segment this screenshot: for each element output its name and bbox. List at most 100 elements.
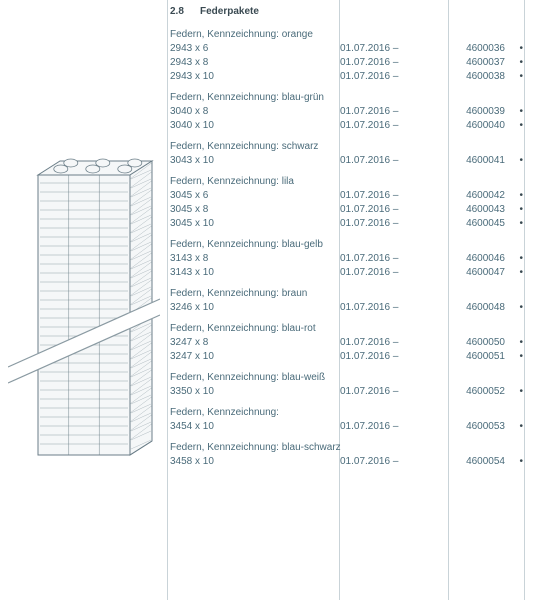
spec-group: Federn, Kennzeichnung: blau-schwarz 3458 … <box>170 442 535 469</box>
group-title: Federn, Kennzeichnung: blau-schwarz <box>170 442 535 453</box>
spec-dimensions: 3043 x 10 <box>170 154 340 168</box>
section-header: 2.8 Federpakete <box>170 4 535 21</box>
spec-dimensions: 3143 x 10 <box>170 266 340 280</box>
spec-date: 01.07.2016 – <box>340 217 450 231</box>
spec-row: 3040 x 801.07.2016 –4600039• <box>170 105 535 119</box>
group-title: Federn, Kennzeichnung: lila <box>170 176 535 187</box>
spec-group: Federn, Kennzeichnung: blau-weiß3350 x 1… <box>170 372 535 399</box>
spec-group: Federn, Kennzeichnung: blau-rot 3247 x 80… <box>170 323 535 364</box>
spec-row: 3045 x 801.07.2016 –4600043• <box>170 203 535 217</box>
column-divider <box>167 0 168 600</box>
part-number: 4600040 <box>450 119 505 133</box>
spec-dimensions: 3454 x 10 <box>170 420 340 434</box>
bullet-marker: • <box>505 217 523 231</box>
spec-date: 01.07.2016 – <box>340 266 450 280</box>
content-area: 2.8 Federpakete Federn, Kennzeichnung: o… <box>170 4 535 469</box>
group-title: Federn, Kennzeichnung: orange <box>170 29 535 40</box>
bullet-marker: • <box>505 336 523 350</box>
part-number: 4600036 <box>450 42 505 56</box>
part-number: 4600050 <box>450 336 505 350</box>
group-title: Federn, Kennzeichnung: blau-gelb <box>170 239 535 250</box>
bullet-marker: • <box>505 350 523 364</box>
spec-group: Federn, Kennzeichnung: 3454 x 1001.07.201… <box>170 407 535 434</box>
part-number: 4600051 <box>450 350 505 364</box>
bullet-marker: • <box>505 266 523 280</box>
bullet-marker: • <box>505 42 523 56</box>
spec-dimensions: 3143 x 8 <box>170 252 340 266</box>
bullet-marker: • <box>505 119 523 133</box>
spec-row: 3043 x 1001.07.2016 –4600041• <box>170 154 535 168</box>
bullet-marker: • <box>505 105 523 119</box>
spec-row: 3040 x 1001.07.2016 –4600040• <box>170 119 535 133</box>
spec-row: 3143 x 801.07.2016 –4600046• <box>170 252 535 266</box>
spec-row: 3246 x 1001.07.2016 –4600048• <box>170 301 535 315</box>
spec-date: 01.07.2016 – <box>340 119 450 133</box>
spec-dimensions: 2943 x 6 <box>170 42 340 56</box>
spec-dimensions: 2943 x 8 <box>170 56 340 70</box>
spec-dimensions: 3045 x 8 <box>170 203 340 217</box>
bullet-marker: • <box>505 70 523 84</box>
spec-dimensions: 3458 x 10 <box>170 455 340 469</box>
spec-row: 3247 x 801.07.2016 –4600050• <box>170 336 535 350</box>
spec-dimensions: 3040 x 8 <box>170 105 340 119</box>
section-number: 2.8 <box>170 6 200 17</box>
product-illustration <box>8 155 160 495</box>
group-title: Federn, Kennzeichnung: braun <box>170 288 535 299</box>
spec-dimensions: 3247 x 8 <box>170 336 340 350</box>
part-number: 4600052 <box>450 385 505 399</box>
section-title: Federpakete <box>200 6 259 17</box>
spec-date: 01.07.2016 – <box>340 301 450 315</box>
spec-date: 01.07.2016 – <box>340 42 450 56</box>
spec-date: 01.07.2016 – <box>340 70 450 84</box>
spec-group: Federn, Kennzeichnung: blau-grün 3040 x 8… <box>170 92 535 133</box>
group-title: Federn, Kennzeichnung: schwarz <box>170 141 535 152</box>
spec-row: 3045 x 1001.07.2016 –4600045• <box>170 217 535 231</box>
part-number: 4600038 <box>450 70 505 84</box>
group-title: Federn, Kennzeichnung: <box>170 407 535 418</box>
part-number: 4600053 <box>450 420 505 434</box>
spec-row: 3045 x 601.07.2016 –4600042• <box>170 189 535 203</box>
bullet-marker: • <box>505 420 523 434</box>
spec-date: 01.07.2016 – <box>340 336 450 350</box>
part-number: 4600045 <box>450 217 505 231</box>
spec-dimensions: 3045 x 10 <box>170 217 340 231</box>
group-title: Federn, Kennzeichnung: blau-grün <box>170 92 535 103</box>
spec-dimensions: 3247 x 10 <box>170 350 340 364</box>
page: 2.8 Federpakete Federn, Kennzeichnung: o… <box>0 0 543 600</box>
part-number: 4600046 <box>450 252 505 266</box>
group-title: Federn, Kennzeichnung: blau-rot <box>170 323 535 334</box>
part-number: 4600041 <box>450 154 505 168</box>
spec-date: 01.07.2016 – <box>340 455 450 469</box>
spec-group: Federn, Kennzeichnung: orange 2943 x 601.… <box>170 29 535 84</box>
spec-group: Federn, Kennzeichnung: schwarz 3043 x 100… <box>170 141 535 168</box>
bullet-marker: • <box>505 252 523 266</box>
bullet-marker: • <box>505 189 523 203</box>
spec-group: Federn, Kennzeichnung: blau-gelb 3143 x 8… <box>170 239 535 280</box>
spec-date: 01.07.2016 – <box>340 154 450 168</box>
spec-row: 3454 x 1001.07.2016 –4600053• <box>170 420 535 434</box>
spec-row: 2943 x 1001.07.2016 –4600038• <box>170 70 535 84</box>
spec-row: 3458 x 1001.07.2016 –4600054• <box>170 455 535 469</box>
spec-date: 01.07.2016 – <box>340 420 450 434</box>
spec-date: 01.07.2016 – <box>340 203 450 217</box>
part-number: 4600047 <box>450 266 505 280</box>
spec-dimensions: 3040 x 10 <box>170 119 340 133</box>
spec-group: Federn, Kennzeichnung: lila 3045 x 601.07… <box>170 176 535 231</box>
bullet-marker: • <box>505 301 523 315</box>
part-number: 4600039 <box>450 105 505 119</box>
bullet-marker: • <box>505 56 523 70</box>
part-number: 4600043 <box>450 203 505 217</box>
bullet-marker: • <box>505 385 523 399</box>
spec-dimensions: 3246 x 10 <box>170 301 340 315</box>
spec-dimensions: 3350 x 10 <box>170 385 340 399</box>
spec-date: 01.07.2016 – <box>340 385 450 399</box>
spec-dimensions: 2943 x 10 <box>170 70 340 84</box>
spec-date: 01.07.2016 – <box>340 189 450 203</box>
spec-dimensions: 3045 x 6 <box>170 189 340 203</box>
part-number: 4600048 <box>450 301 505 315</box>
spec-date: 01.07.2016 – <box>340 56 450 70</box>
spec-row: 2943 x 801.07.2016 –4600037• <box>170 56 535 70</box>
part-number: 4600037 <box>450 56 505 70</box>
spec-date: 01.07.2016 – <box>340 350 450 364</box>
bullet-marker: • <box>505 203 523 217</box>
